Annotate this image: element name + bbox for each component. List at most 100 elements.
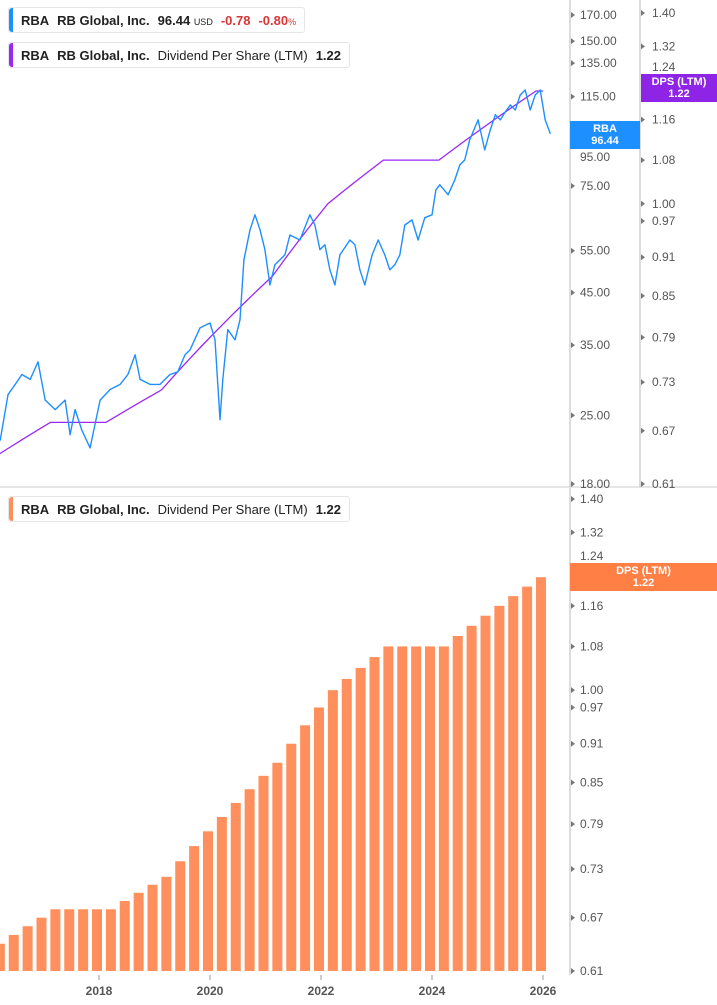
- legend-value: 1.22: [315, 501, 341, 517]
- dps-bar: [36, 917, 47, 971]
- price-tick-label: 18.00: [580, 477, 610, 491]
- price-point: [544, 119, 546, 121]
- price-point: [81, 429, 83, 431]
- dps-tick-label: 0.85: [652, 289, 676, 303]
- dps-bar: [522, 586, 533, 971]
- tick-mark: [571, 496, 575, 502]
- dps-tick-label: 1.40: [652, 6, 676, 20]
- price-point: [499, 119, 501, 121]
- price-point: [0, 439, 1, 441]
- price-point: [177, 371, 179, 373]
- dps-bottom-tag: DPS (LTM) 1.22: [570, 563, 717, 591]
- price-tick-label: 35.00: [580, 338, 610, 352]
- dps-bar-tick-label: 0.67: [580, 911, 604, 925]
- x-tick-label: 2018: [86, 984, 113, 998]
- price-point: [7, 394, 9, 396]
- dps-bar-tick-label: 1.00: [580, 683, 604, 697]
- price-point: [514, 109, 516, 111]
- price-point: [454, 179, 456, 181]
- price-point: [184, 354, 186, 356]
- price-point: [534, 94, 536, 96]
- dps-bar: [133, 892, 144, 971]
- legend-ticker: RBA: [21, 501, 50, 517]
- price-tick-label: 95.00: [580, 150, 610, 164]
- dps-bar-tick-label: 1.40: [580, 492, 604, 506]
- dps-tick-label: 1.24: [652, 60, 676, 74]
- price-tag-value: 96.44: [591, 135, 619, 147]
- dps-tag-label: DPS (LTM): [651, 76, 707, 88]
- dps-top-tag: DPS (LTM) 1.22: [641, 74, 717, 102]
- tick-mark: [571, 289, 575, 296]
- dps-bar: [78, 909, 89, 971]
- dps-bar: [216, 816, 227, 971]
- price-point: [354, 244, 356, 246]
- legend-metric: Dividend Per Share (LTM): [157, 47, 308, 63]
- legend-change-pct: -0.80%: [258, 13, 296, 28]
- legend-price[interactable]: RBA RB Global, Inc. 96.44 USD -0.78 -0.8…: [8, 7, 306, 33]
- price-point: [314, 224, 316, 226]
- dps-bar: [314, 707, 324, 971]
- price-point: [324, 244, 326, 246]
- price-line: [0, 89, 551, 449]
- price-tick-label: 55.00: [580, 244, 610, 258]
- dps-tick-label: 0.79: [652, 330, 676, 344]
- tick-mark: [571, 60, 575, 67]
- price-point: [239, 319, 241, 321]
- legend-ticker: RBA: [21, 47, 50, 63]
- tick-mark: [571, 342, 575, 349]
- price-point: [519, 94, 521, 96]
- tick-mark: [571, 182, 575, 189]
- tick-mark: [571, 740, 575, 747]
- price-point: [14, 383, 16, 385]
- price-point: [484, 149, 486, 151]
- price-point: [89, 447, 91, 449]
- price-point: [134, 354, 136, 356]
- legend-company: RB Global, Inc.: [57, 12, 150, 28]
- price-point: [399, 254, 401, 256]
- dps-bar: [161, 876, 172, 971]
- legend-dps-top[interactable]: RBA RB Global, Inc. Dividend Per Share (…: [8, 42, 350, 68]
- dps-bar: [258, 775, 269, 971]
- price-point: [54, 409, 56, 411]
- price-color-swatch: [9, 8, 13, 32]
- legend-company: RB Global, Inc.: [57, 501, 150, 517]
- tick-mark: [641, 427, 645, 434]
- dps-bar: [480, 615, 491, 971]
- price-point: [394, 264, 396, 266]
- dps-bar: [50, 909, 61, 971]
- dps-bar: [536, 577, 546, 971]
- dps-bar: [327, 690, 338, 971]
- price-point: [477, 119, 479, 121]
- tick-mark: [641, 116, 645, 123]
- price-point: [227, 328, 229, 331]
- tick-mark: [641, 43, 645, 50]
- dps-bar: [147, 884, 158, 971]
- dps-bar-tick-label: 0.61: [580, 964, 604, 978]
- dps-bar: [452, 636, 463, 971]
- tick-mark: [571, 821, 575, 828]
- price-point: [494, 114, 496, 116]
- price-point: [411, 219, 413, 221]
- dps-tick-label: 1.08: [652, 153, 676, 167]
- legend-dps-bottom[interactable]: RBA RB Global, Inc. Dividend Per Share (…: [8, 496, 350, 522]
- price-point: [524, 89, 526, 91]
- dps-bar: [22, 926, 33, 971]
- dps-bar: [300, 725, 311, 971]
- tick-mark: [571, 412, 575, 419]
- price-tick-label: 150.00: [580, 34, 617, 48]
- price-tick-label: 170.00: [580, 8, 617, 22]
- price-point: [289, 234, 291, 236]
- tick-mark: [571, 704, 575, 711]
- dps-bar-tick-label: 0.97: [580, 700, 604, 714]
- x-tick-label: 2022: [308, 984, 335, 998]
- price-point: [464, 159, 466, 161]
- tick-mark: [571, 643, 575, 650]
- x-tick-label: 2020: [197, 984, 224, 998]
- tick-mark: [641, 379, 645, 386]
- dps-bar: [494, 605, 505, 971]
- price-tick-label: 115.00: [580, 90, 616, 104]
- price-point: [549, 132, 551, 135]
- price-point: [219, 419, 221, 421]
- price-point: [74, 409, 76, 411]
- dps-tick-label: 0.97: [652, 214, 676, 228]
